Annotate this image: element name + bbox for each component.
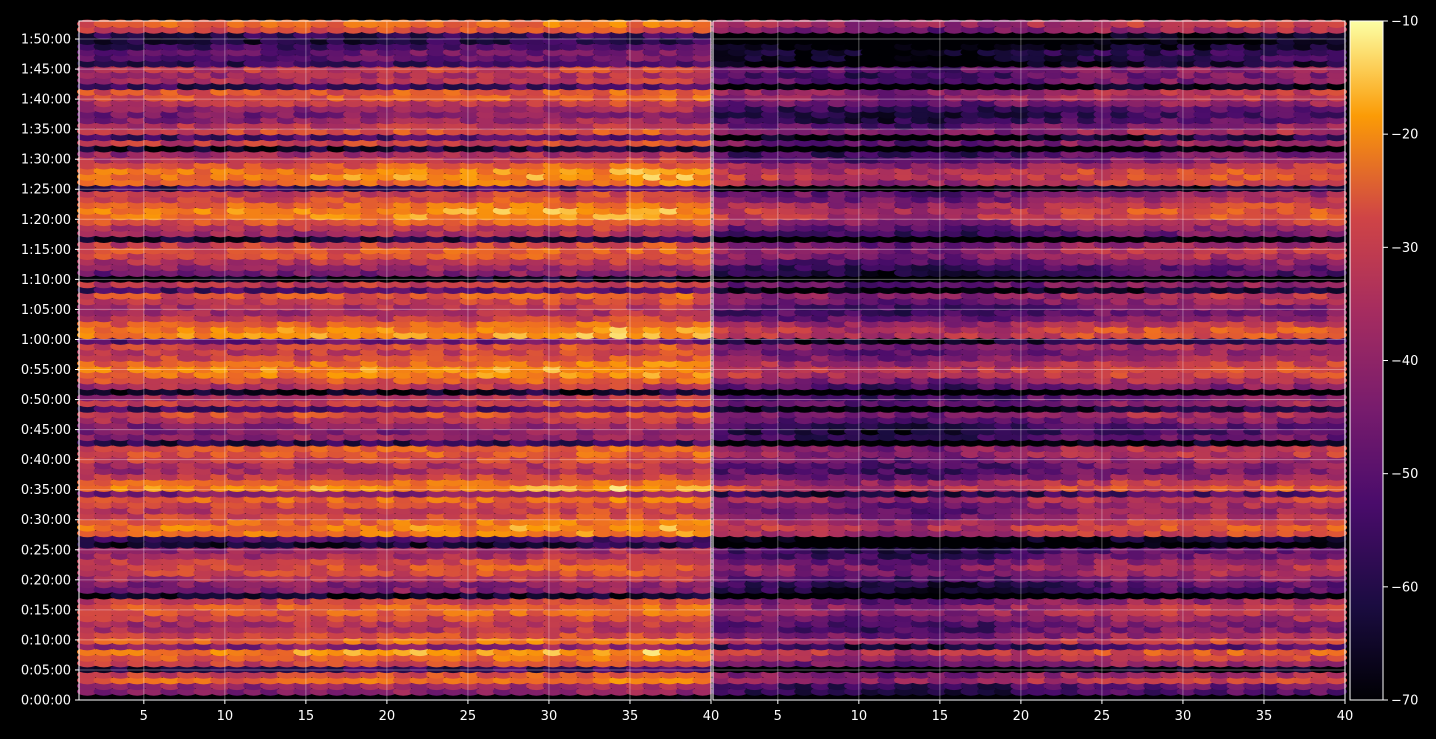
heatmap-panel-left [77,19,713,702]
heatmap-panel-right [711,19,1347,702]
